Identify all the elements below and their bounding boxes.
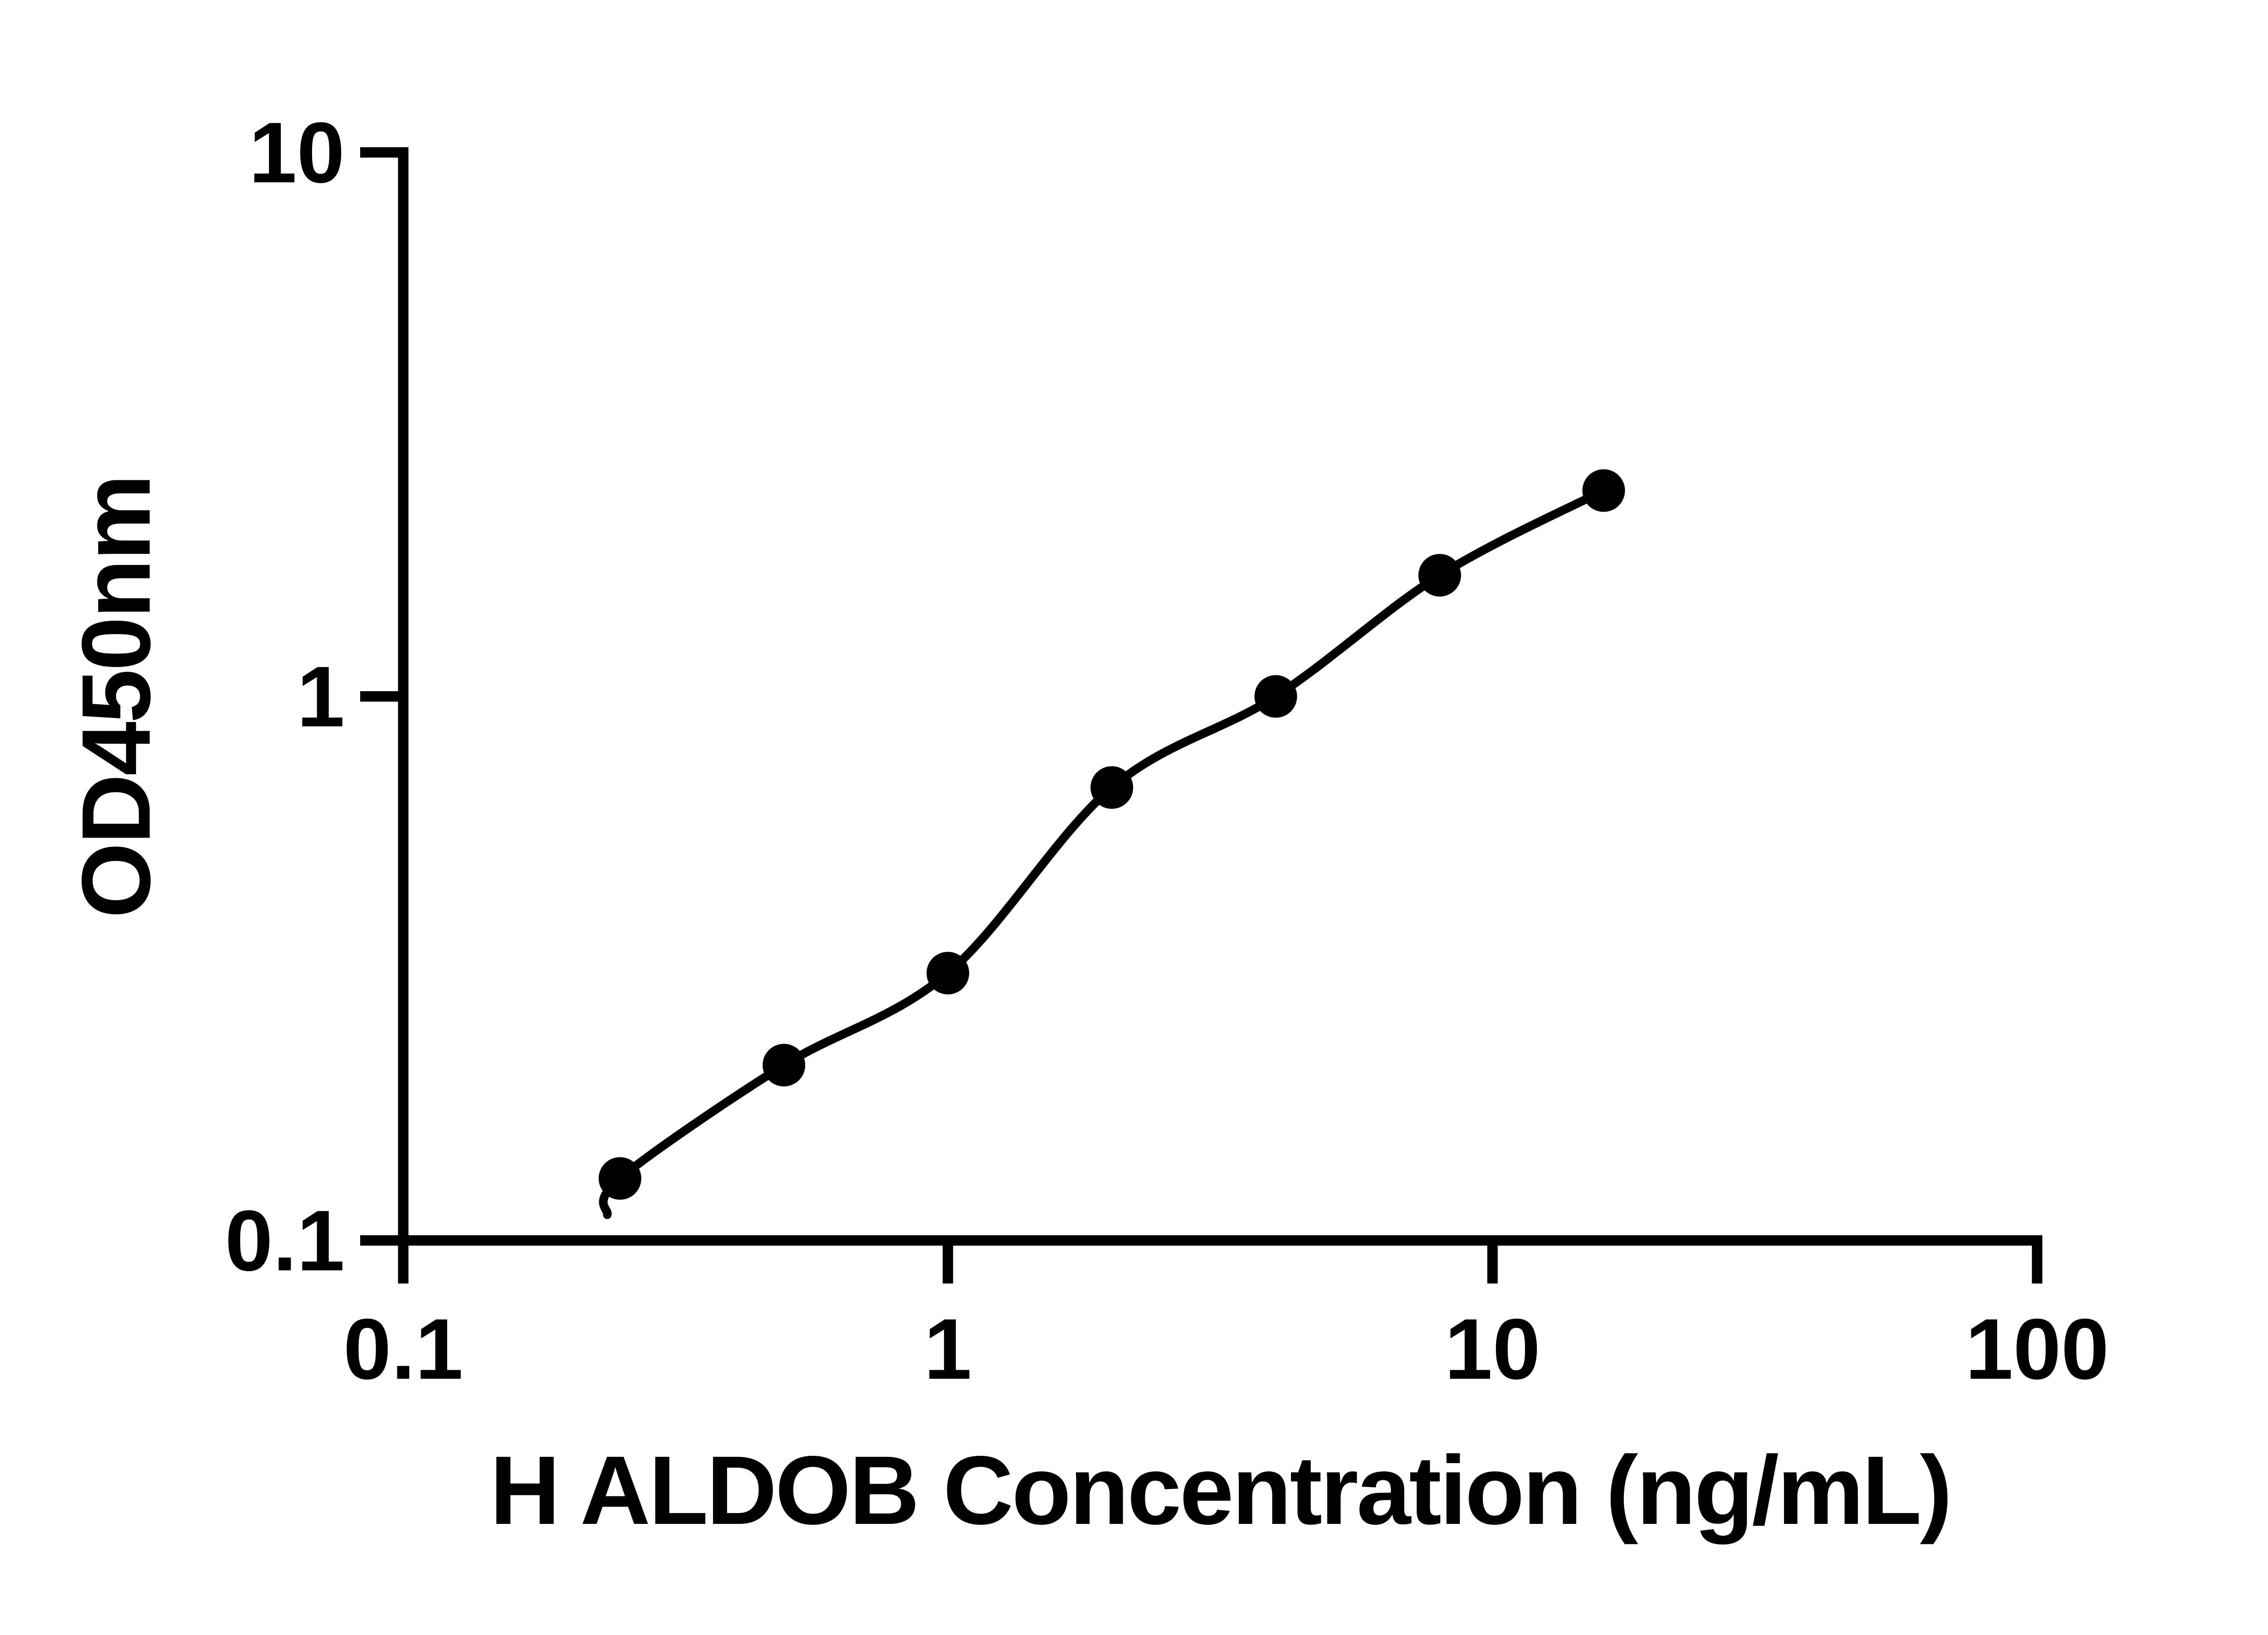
data-point [926,952,969,995]
data-point [1090,766,1134,809]
tick-labels: 0.1 1 10 100 0.1 1 10 [225,105,2109,1397]
y-tick-label: 10 [249,105,345,201]
data-point [598,1157,641,1200]
y-axis-title: OD450nm [61,476,171,918]
fit-curve-line [599,486,1608,1219]
data-point [763,1044,806,1087]
data-point [1418,554,1461,597]
x-tick-label: 0.1 [343,1301,463,1397]
x-axis-title: H ALDOB Concentration (ng/mL) [490,1435,1950,1545]
x-tick-label: 1 [924,1301,972,1397]
data-point [1254,675,1297,718]
y-tick-label: 1 [297,649,345,745]
x-tick-label: 100 [1965,1301,2109,1397]
data-points [598,469,1625,1200]
x-tick-label: 10 [1445,1301,1540,1397]
y-tick-label: 0.1 [225,1193,345,1289]
axes [360,147,2043,1284]
data-point [1582,469,1625,512]
